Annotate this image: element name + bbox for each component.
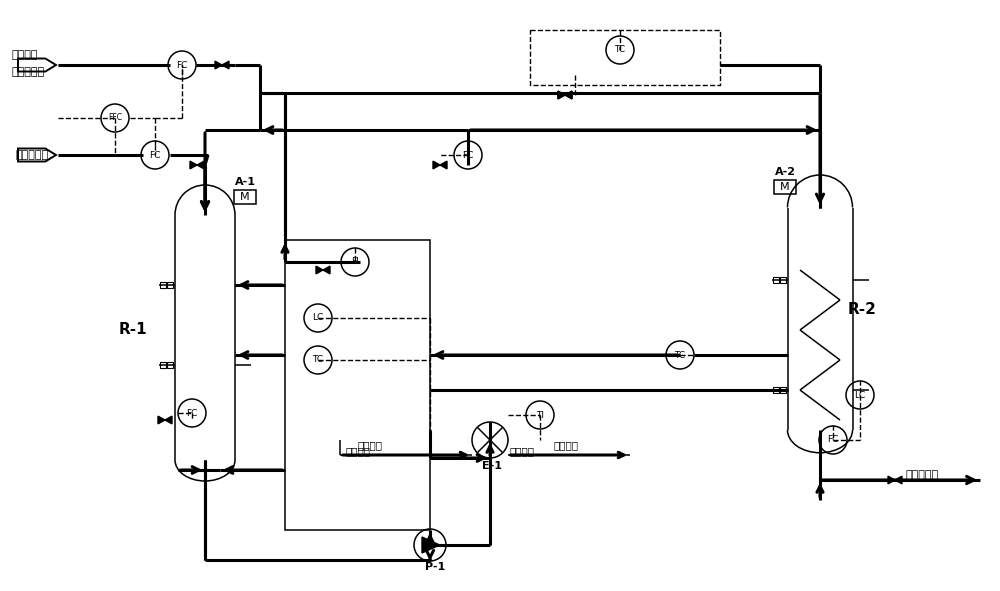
Text: FC: FC <box>462 151 474 160</box>
Polygon shape <box>888 476 895 484</box>
Text: 冷媒出口: 冷媒出口 <box>553 440 578 450</box>
Bar <box>772 277 778 283</box>
Text: M: M <box>240 192 250 202</box>
Text: 冷媒入口: 冷媒入口 <box>358 440 383 450</box>
Polygon shape <box>316 266 323 274</box>
Bar <box>160 362 166 368</box>
Text: 冷媒入口: 冷媒入口 <box>345 446 370 456</box>
Polygon shape <box>440 161 447 169</box>
Polygon shape <box>895 476 902 484</box>
Bar <box>780 387 786 393</box>
Text: LC: LC <box>854 391 866 400</box>
Text: FI: FI <box>351 258 359 267</box>
Polygon shape <box>165 416 172 424</box>
Polygon shape <box>197 161 204 169</box>
Bar <box>774 180 796 194</box>
Text: FFC: FFC <box>108 113 122 122</box>
Text: 冷媒出口: 冷媒出口 <box>510 446 535 456</box>
Polygon shape <box>433 161 440 169</box>
Text: 带溶剂的: 带溶剂的 <box>12 50 38 60</box>
Text: M: M <box>780 182 790 192</box>
FancyArrow shape <box>18 148 56 161</box>
Text: TC: TC <box>312 356 324 365</box>
Text: R-1: R-1 <box>119 323 147 337</box>
Polygon shape <box>190 161 197 169</box>
Text: E-1: E-1 <box>482 461 502 471</box>
Text: TC: TC <box>614 46 626 54</box>
Polygon shape <box>422 537 440 553</box>
FancyArrow shape <box>18 59 56 72</box>
Bar <box>160 282 166 288</box>
Bar <box>234 190 256 204</box>
Text: FC: FC <box>186 408 198 417</box>
Text: P-1: P-1 <box>425 562 445 572</box>
Polygon shape <box>323 266 330 274</box>
Text: FC: FC <box>827 436 839 444</box>
Text: R-2: R-2 <box>848 303 876 317</box>
Text: LC: LC <box>312 313 324 323</box>
Polygon shape <box>565 91 572 99</box>
Bar <box>780 277 786 283</box>
Bar <box>167 362 173 368</box>
Text: 环十二酮肟: 环十二酮肟 <box>12 67 45 77</box>
Bar <box>772 387 778 393</box>
Polygon shape <box>565 91 572 99</box>
Text: 产品去中和: 产品去中和 <box>905 470 938 480</box>
Text: TI: TI <box>536 411 544 420</box>
Text: A-1: A-1 <box>234 177 256 187</box>
Polygon shape <box>222 61 229 69</box>
Text: FC: FC <box>149 151 161 160</box>
Text: A-2: A-2 <box>774 167 796 177</box>
Polygon shape <box>558 91 565 99</box>
Polygon shape <box>558 91 565 99</box>
Text: FC: FC <box>176 60 188 70</box>
Bar <box>285 240 430 530</box>
Bar <box>167 282 173 288</box>
Polygon shape <box>215 61 222 69</box>
Polygon shape <box>158 416 165 424</box>
Text: 酸性催化剂: 酸性催化剂 <box>15 150 48 160</box>
Text: TC: TC <box>674 350 686 359</box>
